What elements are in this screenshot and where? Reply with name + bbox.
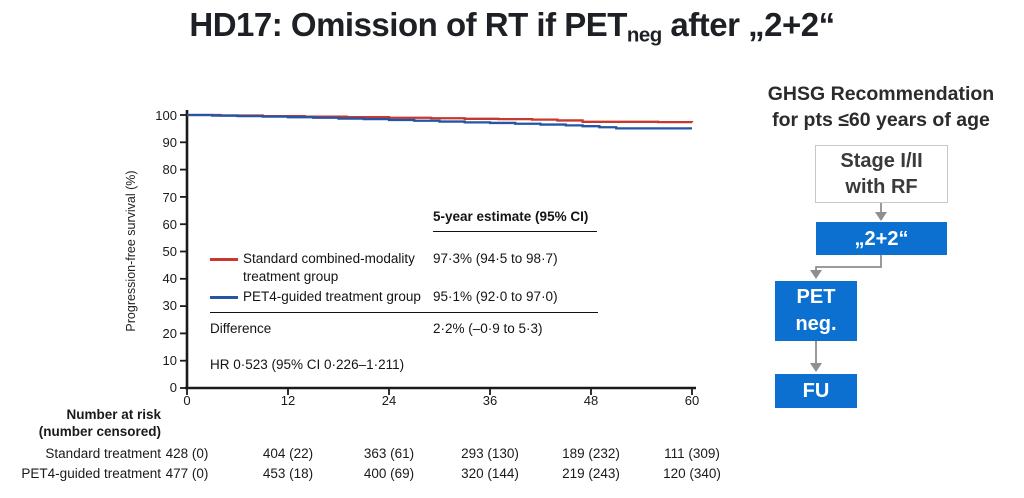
risk-table-header-line2: (number censored): [38, 424, 161, 439]
difference-value: 2·2% (–0·9 to 5·3): [433, 321, 543, 336]
x-tick-label: 0: [183, 393, 191, 408]
hazard-ratio-text: HR 0·523 (95% CI 0·226–1·211): [210, 357, 405, 372]
risk-cell: 477 (0): [165, 466, 209, 481]
stage-box-line1: Stage I/II: [840, 150, 923, 172]
flowchart-box-fu: FU: [775, 374, 857, 408]
y-tick-label: 90: [162, 135, 177, 150]
legend-label-pet4: PET4-guided treatment group: [243, 289, 421, 304]
risk-cell: 404 (22): [262, 446, 314, 461]
estimate-value-pet4: 95·1% (92·0 to 97·0): [433, 289, 558, 304]
estimate-table-header: 5-year estimate (95% CI): [433, 209, 589, 224]
y-tick-label: 60: [162, 217, 177, 232]
pet-box-line1: PET: [796, 286, 836, 308]
risk-cell: 363 (61): [363, 446, 415, 461]
y-tick-label: 30: [162, 298, 177, 313]
y-tick-label: 10: [162, 353, 177, 368]
y-tick-label: 50: [162, 244, 177, 259]
x-tick-label: 60: [684, 393, 700, 408]
y-tick-label: 0: [169, 380, 177, 395]
title-subscript: neg: [626, 23, 662, 47]
x-tick-label: 48: [583, 393, 599, 408]
risk-cell: 219 (243): [562, 466, 620, 481]
flowchart-heading-line2: for pts ≤60 years of age: [772, 109, 990, 131]
estimate-value-standard: 97·3% (94·5 to 98·7): [433, 251, 558, 266]
title-suffix: after „2+2“: [661, 6, 835, 43]
legend-swatch-standard: [210, 258, 238, 261]
y-tick-label: 20: [162, 326, 177, 341]
legend-swatch-pet4: [210, 296, 238, 299]
y-tick-label: 80: [162, 162, 177, 177]
legend-label-standard-line2: treatment group: [243, 269, 339, 284]
title-prefix: HD17: Omission of RT if PET: [189, 6, 627, 43]
estimate-divider-rule: [210, 312, 598, 313]
risk-cell: 400 (69): [363, 466, 415, 481]
risk-cell: 428 (0): [165, 446, 209, 461]
y-tick-label: 70: [162, 190, 177, 205]
flowchart-box-2plus2: „2+2“: [816, 222, 947, 255]
risk-cell: 189 (232): [562, 446, 620, 461]
risk-cell: 120 (340): [663, 466, 721, 481]
x-tick-label: 24: [381, 393, 397, 408]
y-axis-title: Progression-free survival (%): [124, 170, 138, 332]
risk-row-label-standard: Standard treatment: [45, 446, 161, 461]
stage-box-line2: with RF: [845, 176, 918, 198]
page-title: HD17: Omission of RT if PETneg after „2+…: [0, 6, 1024, 48]
flowchart-box-stage: Stage I/II with RF: [815, 145, 948, 203]
risk-row-label-pet4: PET4-guided treatment: [21, 466, 161, 481]
flowchart-box-pet-neg: PET neg.: [775, 281, 857, 341]
risk-cell: 111 (309): [664, 446, 720, 461]
risk-cell: 320 (144): [461, 466, 519, 481]
y-tick-label: 40: [162, 271, 177, 286]
estimate-header-rule: [433, 231, 597, 232]
risk-table-header-line1: Number at risk: [66, 407, 161, 422]
risk-cell: 453 (18): [262, 466, 314, 481]
y-tick-label: 100: [155, 108, 177, 123]
difference-label: Difference: [210, 321, 272, 336]
x-tick-label: 12: [280, 393, 296, 408]
legend-label-standard-line1: Standard combined-modality: [243, 251, 415, 266]
flowchart-heading-line1: GHSG Recommendation: [767, 83, 995, 105]
risk-cell: 293 (130): [461, 446, 519, 461]
pet-box-line2: neg.: [795, 313, 837, 335]
x-tick-label: 36: [482, 393, 498, 408]
